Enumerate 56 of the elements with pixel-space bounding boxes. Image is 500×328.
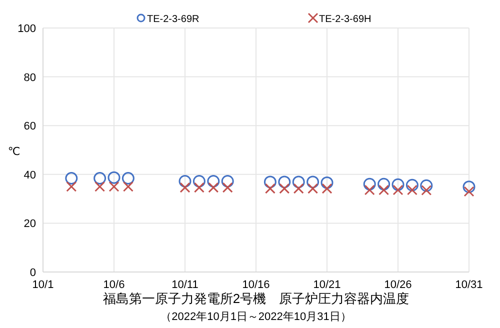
point	[178, 174, 192, 188]
point	[94, 172, 106, 185]
x-tick-label: 10/11	[172, 279, 198, 291]
point	[122, 181, 134, 192]
x-tick-label: 10/21	[313, 279, 341, 291]
point	[292, 176, 305, 188]
point	[420, 179, 433, 192]
y-tick-label: 20	[24, 218, 36, 230]
point	[122, 172, 134, 185]
point	[221, 174, 234, 188]
x-tick-label: 10/31	[455, 279, 483, 291]
point	[406, 178, 418, 192]
point	[322, 183, 332, 194]
legend-label: TE-2-3-69R	[147, 14, 200, 25]
point	[392, 184, 404, 196]
point	[180, 182, 190, 193]
point	[421, 185, 432, 196]
point	[222, 182, 233, 193]
point	[306, 176, 320, 188]
x-tick-label: 10/6	[103, 279, 125, 291]
y-tick-label: 0	[30, 267, 36, 279]
point	[108, 181, 120, 192]
point	[65, 172, 78, 185]
text: 福島第一原子力発電所2号機 原子炉圧力容器内温度	[102, 291, 410, 306]
point	[279, 183, 290, 194]
x-tick-label: 10/26	[384, 279, 412, 291]
x-tick-label: 10/1	[32, 279, 54, 291]
point	[264, 176, 276, 188]
point	[194, 182, 204, 193]
y-tick-label: 40	[24, 169, 36, 182]
point	[406, 184, 418, 196]
y-tick-label: 60	[24, 120, 36, 133]
x-tick-label: 10/16	[242, 279, 270, 291]
point	[363, 178, 376, 190]
point	[392, 178, 404, 191]
point	[192, 174, 206, 188]
point	[364, 184, 375, 196]
point	[462, 180, 476, 194]
point	[293, 183, 304, 194]
point	[94, 181, 106, 192]
legend-label: TE-2-3-69H	[319, 14, 372, 25]
point	[66, 181, 77, 192]
point	[308, 183, 318, 194]
point	[108, 171, 120, 184]
point	[378, 184, 390, 196]
point	[208, 182, 219, 193]
point	[320, 176, 334, 189]
point	[464, 186, 474, 197]
text: （2022年10月1日～2022年10月31日）	[160, 311, 352, 323]
y-tick-label: 80	[24, 72, 36, 84]
point	[207, 174, 220, 188]
y-axis-title: ℃	[8, 146, 20, 158]
point	[278, 176, 291, 188]
point	[264, 183, 276, 194]
point	[378, 178, 390, 190]
y-tick-label: 100	[18, 23, 36, 35]
